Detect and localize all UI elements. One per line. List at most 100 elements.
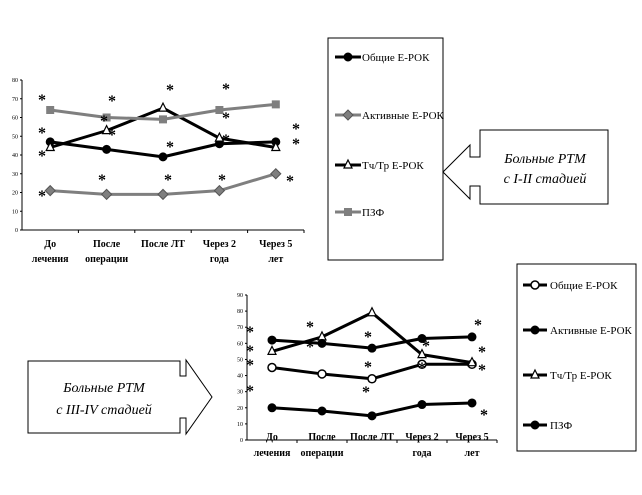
legend-swatch-marker (344, 208, 352, 216)
y-tick-label: 60 (12, 116, 18, 122)
x-category-label: До (266, 432, 278, 443)
legend-label: Тч/Тр Е-РОК (362, 160, 424, 172)
data-point (417, 359, 427, 370)
significance-star: * (222, 110, 230, 127)
callout-1-line-2: с I-II стадией (504, 172, 587, 187)
legend-label: ПЗФ (362, 207, 384, 219)
legend-swatch-marker (530, 368, 540, 379)
data-point (102, 144, 112, 154)
legend-swatch-marker (530, 280, 540, 290)
callout-1: Больные РТМ с I-II стадией (442, 129, 609, 205)
x-category-label: года (210, 254, 229, 265)
legend-label: Тч/Тр Е-РОК (550, 370, 612, 382)
significance-star: * (478, 362, 486, 379)
data-point (367, 411, 377, 421)
y-tick-label: 20 (237, 406, 243, 412)
significance-star: * (286, 173, 294, 190)
data-point (317, 338, 327, 348)
significance-star: * (422, 338, 430, 355)
significance-star: * (38, 148, 46, 165)
legend-swatch-marker (530, 325, 540, 335)
significance-star: * (246, 357, 254, 374)
significance-star: * (222, 132, 230, 149)
x-category-label: операции (300, 448, 343, 459)
data-point (213, 184, 226, 197)
data-point (367, 343, 377, 353)
y-tick-label: 30 (12, 172, 18, 178)
data-point (367, 374, 377, 384)
data-point (270, 141, 281, 152)
data-point (417, 334, 427, 343)
y-tick-label: 80 (237, 309, 243, 315)
significance-star: * (292, 136, 300, 153)
legend-swatch-marker (530, 420, 540, 430)
significance-star: * (164, 172, 172, 189)
data-point (467, 332, 477, 342)
data-point (158, 101, 168, 112)
significance-star: * (364, 329, 372, 346)
significance-star: * (306, 319, 314, 336)
callout-2-line-1: Больные РТМ (62, 381, 146, 396)
x-category-label: После ЛТ (141, 239, 185, 250)
legend-label: Активные Е-РОК (362, 110, 445, 122)
y-tick-label: 10 (12, 209, 18, 215)
data-point (270, 168, 282, 180)
chart-stage-3-4: 0 10 20 30 40 50 60 70 80 90 До лечения После операци… (237, 293, 498, 459)
legend-swatch-marker (342, 109, 354, 121)
data-point (215, 106, 224, 114)
data-point (101, 124, 112, 135)
x-category-label: лечения (32, 254, 69, 265)
significance-star: * (218, 172, 226, 189)
significance-star: * (38, 188, 46, 205)
significance-star: * (222, 81, 230, 98)
data-point (417, 348, 427, 359)
legend-2: Общие Е-РОК Активные Е-РОК Тч/Тр Е-РОК ПЗФ (523, 280, 633, 432)
significance-star: * (38, 125, 46, 142)
significance-star: * (246, 324, 254, 341)
callout-arrow-left (442, 129, 609, 205)
x-category-label: После (308, 432, 336, 443)
significance-star: * (246, 383, 254, 400)
x-category-label: лет (268, 254, 283, 265)
x-category-label: После (93, 239, 121, 250)
significance-star: * (480, 407, 488, 424)
data-point (214, 131, 225, 142)
significance-star: * (246, 343, 254, 360)
x-category-label: Через 5 (455, 432, 488, 443)
data-point (159, 115, 167, 124)
y-tick-label: 40 (237, 374, 243, 380)
significance-star: * (166, 82, 174, 99)
data-point (45, 141, 56, 152)
legend-box-1 (327, 37, 444, 261)
data-point (157, 188, 169, 201)
data-point (467, 356, 477, 367)
significance-star: * (364, 359, 372, 376)
y-tick-label: 0 (15, 228, 18, 234)
data-point (317, 369, 327, 379)
legend-swatch-marker (343, 52, 353, 62)
significance-star: * (474, 317, 482, 334)
x-category-label: года (412, 448, 431, 459)
significance-star: * (166, 139, 174, 156)
y-tick-label: 70 (12, 97, 18, 103)
data-point (46, 106, 55, 114)
data-point (267, 403, 277, 413)
legend-label: Активные Е-РОК (550, 325, 633, 337)
y-tick-label: 50 (237, 357, 243, 363)
chart-stage-1-2: 0 10 20 30 40 50 60 70 80 До лечения После операции П… (12, 78, 305, 265)
callout-2-line-2: с III-IV стадией (56, 403, 152, 418)
y-tick-label: 20 (12, 191, 18, 197)
significance-star: * (108, 93, 116, 110)
significance-star: * (418, 360, 426, 377)
x-category-label: До (44, 239, 56, 250)
data-point (102, 113, 111, 122)
data-point (267, 362, 277, 373)
callout-1-line-1: Больные РТМ (503, 152, 587, 167)
y-tick-label: 80 (12, 78, 18, 84)
x-category-label: Через 2 (405, 432, 438, 443)
data-point (317, 406, 327, 416)
legend-1: Общие Е-РОК Активные Е-РОК Тч/Тр Е-РОК ПЗФ (335, 52, 445, 219)
significance-star: * (38, 92, 46, 109)
significance-star: * (478, 344, 486, 361)
